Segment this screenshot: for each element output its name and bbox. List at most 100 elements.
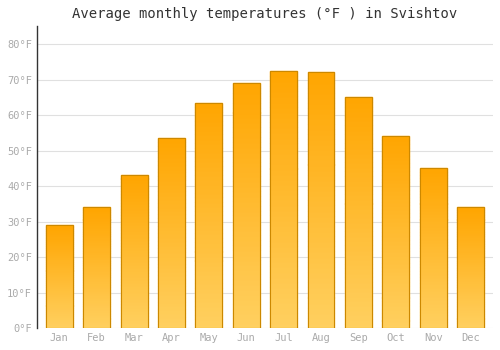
- Bar: [345, 190, 372, 194]
- Bar: [308, 185, 334, 190]
- Bar: [457, 323, 484, 326]
- Bar: [420, 239, 446, 242]
- Bar: [233, 235, 260, 240]
- Bar: [420, 216, 446, 219]
- Bar: [233, 112, 260, 117]
- Bar: [382, 274, 409, 278]
- Bar: [83, 229, 110, 232]
- Bar: [120, 175, 148, 178]
- Bar: [345, 176, 372, 181]
- Bar: [345, 291, 372, 296]
- Bar: [345, 157, 372, 162]
- Bar: [345, 296, 372, 301]
- Bar: [83, 208, 110, 328]
- Bar: [345, 130, 372, 134]
- Bar: [158, 153, 185, 157]
- Bar: [270, 179, 297, 184]
- Bar: [120, 310, 148, 313]
- Bar: [308, 298, 334, 303]
- Bar: [120, 209, 148, 212]
- Bar: [270, 272, 297, 277]
- Bar: [345, 199, 372, 203]
- Bar: [120, 228, 148, 230]
- Bar: [420, 181, 446, 184]
- Bar: [83, 251, 110, 253]
- Bar: [345, 240, 372, 245]
- Bar: [83, 215, 110, 217]
- Bar: [270, 313, 297, 318]
- Bar: [158, 256, 185, 260]
- Bar: [46, 264, 72, 266]
- Bar: [345, 268, 372, 273]
- Bar: [382, 167, 409, 171]
- Bar: [158, 305, 185, 309]
- Bar: [233, 294, 260, 299]
- Bar: [382, 140, 409, 144]
- Bar: [120, 206, 148, 209]
- Bar: [382, 186, 409, 190]
- Bar: [158, 142, 185, 146]
- Bar: [158, 302, 185, 306]
- Bar: [270, 138, 297, 143]
- Bar: [196, 319, 222, 324]
- Bar: [382, 136, 409, 328]
- Bar: [83, 260, 110, 263]
- Bar: [382, 286, 409, 290]
- Bar: [46, 262, 72, 264]
- Bar: [158, 210, 185, 214]
- Bar: [457, 282, 484, 285]
- Bar: [83, 232, 110, 234]
- Bar: [196, 103, 222, 328]
- Bar: [420, 315, 446, 318]
- Bar: [46, 312, 72, 314]
- Bar: [308, 134, 334, 139]
- Bar: [420, 245, 446, 248]
- Bar: [457, 270, 484, 273]
- Bar: [270, 246, 297, 251]
- Bar: [457, 253, 484, 256]
- Bar: [120, 175, 148, 328]
- Bar: [308, 139, 334, 144]
- Bar: [83, 258, 110, 260]
- Bar: [83, 294, 110, 297]
- Bar: [420, 303, 446, 306]
- Bar: [420, 210, 446, 213]
- Bar: [233, 186, 260, 191]
- Bar: [420, 271, 446, 274]
- Bar: [308, 318, 334, 323]
- Bar: [457, 294, 484, 297]
- Bar: [158, 206, 185, 210]
- Bar: [196, 197, 222, 202]
- Bar: [196, 134, 222, 139]
- Bar: [345, 300, 372, 305]
- Bar: [457, 275, 484, 278]
- Bar: [196, 292, 222, 296]
- Bar: [196, 143, 222, 148]
- Bar: [196, 260, 222, 265]
- Bar: [46, 326, 72, 328]
- Bar: [270, 132, 297, 138]
- Bar: [233, 205, 260, 211]
- Bar: [233, 196, 260, 201]
- Bar: [270, 282, 297, 287]
- Bar: [233, 127, 260, 132]
- Bar: [420, 200, 446, 203]
- Bar: [345, 310, 372, 314]
- Bar: [83, 297, 110, 299]
- Bar: [308, 292, 334, 298]
- Bar: [308, 221, 334, 226]
- Bar: [46, 287, 72, 289]
- Bar: [46, 276, 72, 279]
- Bar: [120, 285, 148, 288]
- Bar: [420, 197, 446, 200]
- Bar: [46, 314, 72, 316]
- Bar: [308, 313, 334, 318]
- Bar: [382, 205, 409, 209]
- Bar: [120, 243, 148, 246]
- Bar: [457, 287, 484, 289]
- Bar: [120, 188, 148, 191]
- Bar: [457, 246, 484, 248]
- Bar: [196, 193, 222, 197]
- Bar: [382, 182, 409, 186]
- Bar: [120, 264, 148, 267]
